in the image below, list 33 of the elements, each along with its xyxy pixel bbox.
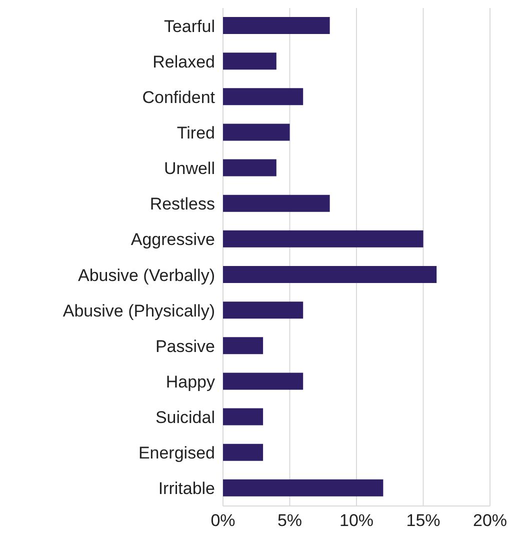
bar bbox=[223, 479, 384, 496]
y-tick-label: Energised bbox=[138, 444, 215, 463]
bar bbox=[223, 372, 304, 390]
y-tick-label: Suicidal bbox=[155, 408, 215, 428]
y-tick-label: Tearful bbox=[164, 16, 215, 36]
y-tick-label: Happy bbox=[166, 372, 216, 392]
x-tick-label: 5% bbox=[277, 511, 302, 530]
bar bbox=[223, 337, 264, 354]
y-tick-label: Irritable bbox=[158, 479, 215, 498]
x-tick-label: 20% bbox=[472, 511, 508, 530]
bar bbox=[223, 17, 330, 34]
y-tick-label: Restless bbox=[150, 194, 215, 214]
bar bbox=[223, 444, 264, 461]
bar bbox=[223, 52, 276, 70]
y-tick-label: Tired bbox=[176, 124, 215, 143]
y-tick-label: Abusive (Verbally) bbox=[78, 266, 215, 285]
x-tick-label: 10% bbox=[339, 511, 374, 530]
bar bbox=[223, 194, 330, 212]
y-tick-label: Aggressive bbox=[130, 230, 215, 250]
y-tick-label: Passive bbox=[155, 336, 215, 356]
bar bbox=[223, 302, 304, 319]
bar bbox=[223, 408, 264, 426]
y-tick-label: Unwell bbox=[164, 159, 215, 178]
bar bbox=[223, 230, 424, 248]
bar bbox=[223, 266, 437, 283]
bar bbox=[223, 159, 276, 176]
bar bbox=[223, 124, 290, 141]
y-tick-label: Confident bbox=[142, 88, 216, 107]
x-tick-label: 15% bbox=[406, 511, 440, 530]
bar bbox=[223, 88, 304, 106]
x-tick-label: 0% bbox=[210, 511, 236, 530]
y-tick-label: Relaxed bbox=[152, 52, 215, 72]
y-tick-label: Abusive (Physically) bbox=[62, 301, 215, 320]
